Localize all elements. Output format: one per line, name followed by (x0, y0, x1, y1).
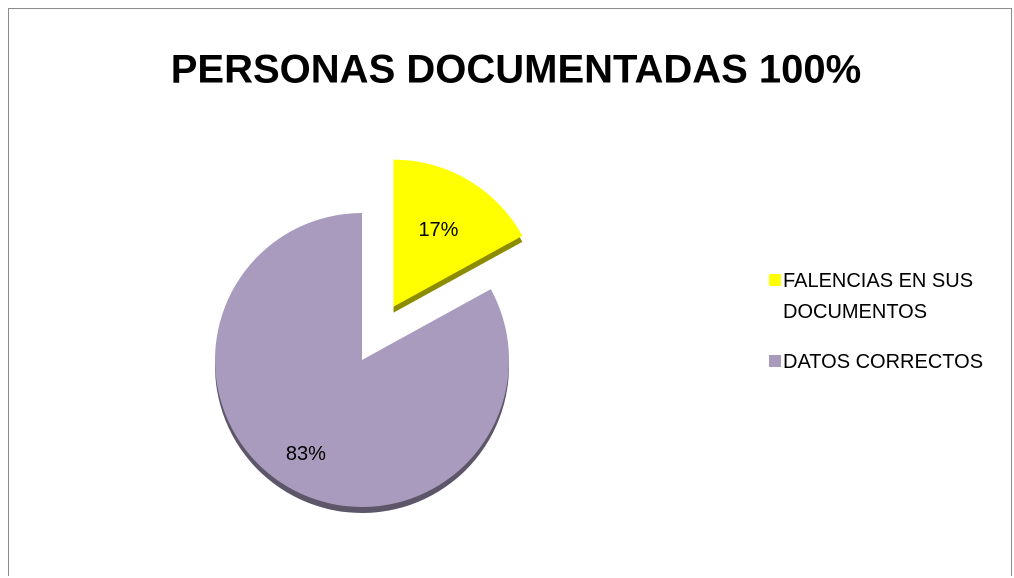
chart-frame (8, 8, 1012, 576)
pie-slice (393, 159, 523, 307)
legend-key (769, 274, 781, 286)
pie-slice (215, 213, 509, 507)
data-label: 17% (418, 219, 458, 241)
chart-title: PERSONAS DOCUMENTADAS 100% (171, 48, 862, 92)
data-label: 83% (286, 443, 326, 465)
legend-key (769, 355, 781, 367)
legend-label: DATOS CORRECTOS (783, 351, 984, 373)
legend-label: FALENCIAS EN SUS DOCUMENTOS (783, 270, 974, 323)
